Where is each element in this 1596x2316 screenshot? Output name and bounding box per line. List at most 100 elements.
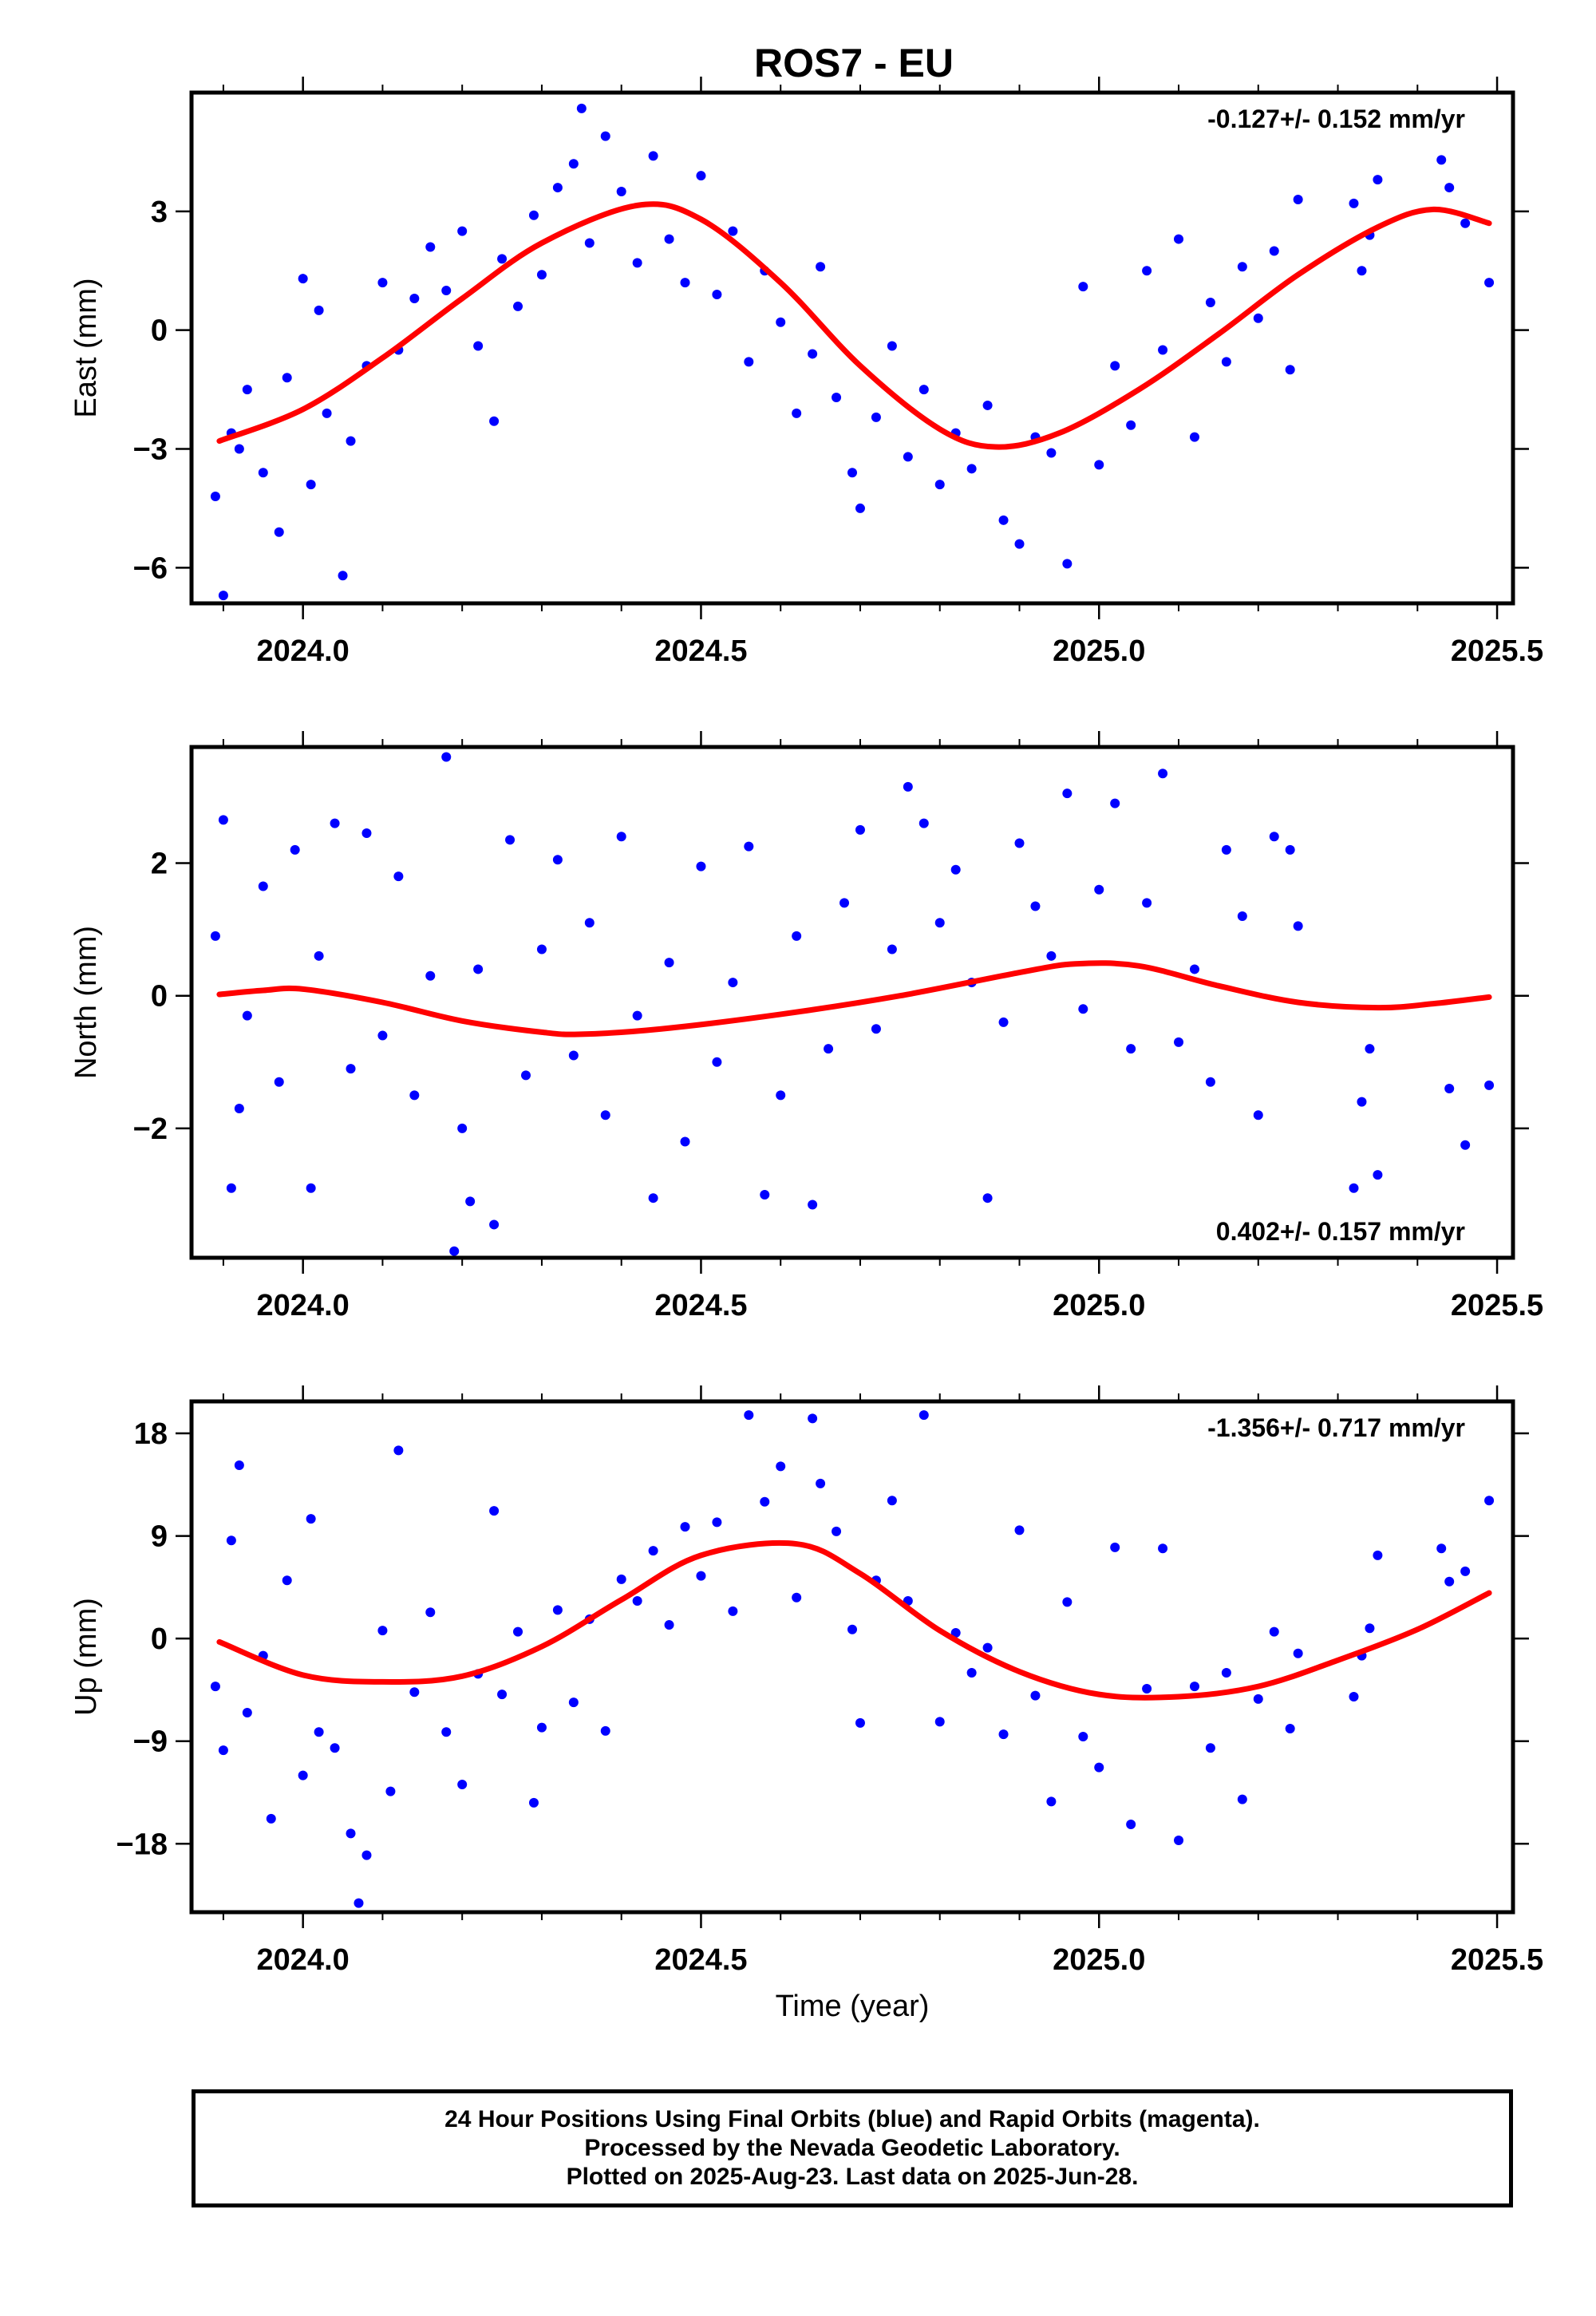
north-data-point (1460, 1140, 1471, 1150)
north-data-point (568, 1050, 579, 1061)
north-data-point (274, 1077, 284, 1087)
north-data-point (600, 1110, 610, 1120)
up-data-point (808, 1413, 818, 1424)
up-data-point (242, 1708, 252, 1717)
north-data-point (1365, 1044, 1375, 1054)
east-data-point (1094, 460, 1104, 470)
north-data-point (903, 781, 913, 792)
up-data-point (1030, 1690, 1041, 1701)
east-data-point (680, 278, 690, 288)
east-data-point (298, 274, 308, 284)
up-data-point (1460, 1566, 1471, 1576)
up-rate-label: -1.356+/- 0.717 mm/yr (1207, 1413, 1465, 1442)
north-data-point (998, 1017, 1009, 1027)
up-data-point (497, 1690, 508, 1700)
east-data-point (966, 464, 977, 474)
east-data-point (998, 515, 1009, 525)
east-data-point (1142, 266, 1152, 276)
east-points (210, 103, 1495, 601)
up-data-point (982, 1642, 993, 1653)
east-data-point (1189, 432, 1199, 442)
east-data-point (536, 270, 547, 280)
east-data-point (1253, 313, 1263, 323)
north-data-point (218, 815, 228, 825)
north-data-point (1078, 1004, 1088, 1014)
up-data-point (1349, 1692, 1359, 1701)
north-data-point (330, 818, 340, 828)
north-data-point (210, 931, 220, 941)
up-data-point (1484, 1496, 1495, 1506)
up-data-point (855, 1717, 865, 1728)
up-data-point (330, 1743, 340, 1753)
up-data-point (1046, 1796, 1057, 1807)
footer-box: 24 Hour Positions Using Final Orbits (bl… (192, 2089, 1513, 2207)
east-x-tick-label: 2024.5 (654, 634, 747, 668)
north-data-point (393, 871, 404, 882)
east-data-point (409, 293, 420, 303)
east-panel: 2024.0 2024.5 2025.0 2025.5 −6 −3 0 3 East (mm) -… (69, 77, 1543, 668)
east-data-point (712, 290, 722, 300)
north-data-point (1205, 1077, 1215, 1087)
east-data-point (1078, 282, 1088, 292)
east-data-point (847, 468, 857, 478)
north-fit-curve (216, 960, 1492, 1037)
up-data-point (377, 1626, 388, 1636)
north-data-point (616, 832, 626, 842)
east-data-point (1357, 266, 1367, 276)
north-data-point (728, 978, 738, 988)
up-data-point (361, 1850, 372, 1860)
north-data-point (1062, 788, 1073, 799)
up-data-point (744, 1410, 754, 1421)
up-data-point (1062, 1597, 1073, 1607)
up-data-point (1253, 1694, 1263, 1704)
up-data-point (776, 1461, 786, 1472)
east-data-point (1460, 218, 1471, 228)
north-data-point (234, 1103, 244, 1113)
up-data-point (816, 1478, 826, 1488)
up-data-point (425, 1607, 436, 1618)
north-plot-frame (189, 745, 1515, 1260)
east-data-point (808, 349, 818, 359)
north-data-point (1174, 1037, 1184, 1047)
east-y-tick-label: −6 (133, 551, 168, 585)
up-minor-ticks (222, 1393, 1499, 1920)
up-data-point (218, 1745, 228, 1756)
north-data-point (1046, 951, 1057, 961)
east-data-point (552, 183, 563, 193)
north-data-point (1444, 1084, 1455, 1094)
east-data-point (696, 171, 706, 181)
east-x-tick-label: 2024.0 (257, 634, 350, 668)
east-data-point (568, 159, 579, 169)
up-data-point (847, 1624, 857, 1634)
north-panel: 2024.0 2024.5 2025.0 2025.5 −2 0 2 North (mm) 0.… (69, 731, 1543, 1322)
up-plot-frame (189, 1399, 1515, 1915)
east-data-point (600, 131, 610, 141)
up-fit-curve (216, 1539, 1492, 1701)
east-data-point (497, 254, 508, 264)
north-data-point (409, 1090, 420, 1101)
east-y-axis-label: East (mm) (69, 278, 103, 417)
north-data-point (871, 1024, 881, 1034)
up-data-point (832, 1526, 842, 1536)
east-data-point (1205, 297, 1215, 307)
east-fit-curve (216, 201, 1492, 450)
north-data-point (584, 918, 595, 928)
east-data-point (632, 258, 642, 268)
up-data-point (918, 1410, 929, 1421)
up-data-point (1094, 1762, 1104, 1773)
north-data-point (712, 1057, 722, 1067)
north-data-point (824, 1044, 834, 1054)
east-data-point (1158, 345, 1168, 355)
east-data-point (792, 408, 802, 418)
east-y-tick-label: 3 (151, 196, 168, 229)
north-data-point (361, 828, 372, 839)
east-data-point (242, 385, 252, 395)
up-data-point (1126, 1820, 1136, 1829)
up-data-point (792, 1592, 802, 1603)
east-data-point (1221, 357, 1231, 367)
up-data-point (457, 1780, 468, 1789)
east-data-point (744, 357, 754, 367)
north-data-point (1126, 1044, 1136, 1054)
east-data-point (1349, 198, 1359, 208)
